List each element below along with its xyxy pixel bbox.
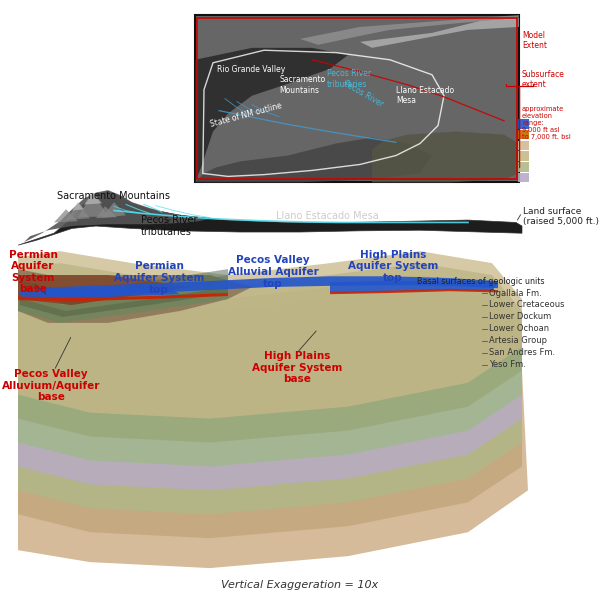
Text: Pecos Valley
Alluvial Aquifer
top: Pecos Valley Alluvial Aquifer top [227,255,319,289]
FancyBboxPatch shape [518,162,529,172]
Polygon shape [18,251,522,419]
Polygon shape [18,299,522,514]
Polygon shape [18,311,522,538]
Text: San Andres Fm.: San Andres Fm. [489,348,555,358]
Text: High Plains
Aquifer System
base: High Plains Aquifer System base [252,351,342,385]
FancyBboxPatch shape [195,15,519,182]
Text: Sacramento Mountains: Sacramento Mountains [57,191,170,201]
Text: Sacramento
Mountains: Sacramento Mountains [279,75,325,94]
Polygon shape [18,275,192,305]
Polygon shape [195,48,348,182]
Text: Pecos River
tributaries: Pecos River tributaries [327,69,371,89]
Text: Permian
Aquifer System
top: Permian Aquifer System top [114,261,204,295]
Polygon shape [54,209,78,222]
Polygon shape [18,191,522,245]
Polygon shape [18,287,228,323]
Polygon shape [360,18,519,48]
Text: Vertical Exaggeration = 10x: Vertical Exaggeration = 10x [221,580,379,590]
Text: Ogallala Fm.: Ogallala Fm. [489,288,542,298]
Polygon shape [84,193,102,205]
Polygon shape [96,206,117,218]
Text: Rio Grande Valley: Rio Grande Valley [217,65,285,75]
Polygon shape [18,293,228,301]
FancyBboxPatch shape [518,119,529,129]
Polygon shape [66,203,90,220]
Text: Pecos Valley
Alluvium/Aquifer
base: Pecos Valley Alluvium/Aquifer base [2,369,100,402]
FancyBboxPatch shape [518,173,529,182]
Text: Llano Estacado
Mesa: Llano Estacado Mesa [396,86,454,105]
Text: Pecos River: Pecos River [342,79,385,109]
Text: Permian
Aquifer
System
base: Permian Aquifer System base [8,250,58,294]
Polygon shape [20,281,228,317]
FancyBboxPatch shape [518,130,529,139]
Polygon shape [195,138,432,182]
Text: Lower Dockum: Lower Dockum [489,312,551,322]
Polygon shape [300,15,519,45]
Polygon shape [18,275,522,466]
Polygon shape [18,323,528,568]
Polygon shape [36,276,498,296]
Polygon shape [18,263,522,443]
Text: State of NM outline: State of NM outline [209,101,283,129]
Text: Lower Cretaceous: Lower Cretaceous [489,300,565,310]
Polygon shape [18,287,180,299]
Polygon shape [78,193,108,217]
Text: Basal surfaces of geologic units: Basal surfaces of geologic units [417,276,545,286]
Text: Land surface
(raised 5,000 ft.): Land surface (raised 5,000 ft.) [523,207,599,226]
Text: Lower Ochoan: Lower Ochoan [489,324,549,334]
Polygon shape [18,287,522,490]
Polygon shape [102,202,126,218]
Text: Yeso Fm.: Yeso Fm. [489,360,526,370]
Polygon shape [23,269,228,305]
Polygon shape [330,281,498,293]
FancyBboxPatch shape [518,141,529,150]
Text: Artesia Group: Artesia Group [489,336,547,346]
Polygon shape [24,190,210,242]
Polygon shape [372,132,519,182]
Polygon shape [330,289,498,294]
Text: Model
Extent: Model Extent [522,31,547,50]
Text: approximate
elevation
range:
9,000 ft asl
to 7,000 ft. bsl: approximate elevation range: 9,000 ft as… [522,106,571,141]
Polygon shape [18,269,252,323]
Text: High Plains
Aquifer System
top: High Plains Aquifer System top [348,249,438,283]
Text: Subsurface
extent: Subsurface extent [522,70,565,89]
Polygon shape [22,275,228,311]
Text: Pecos River
tributaries: Pecos River tributaries [141,215,197,237]
FancyBboxPatch shape [518,151,529,161]
Text: Llano Estacado Mesa: Llano Estacado Mesa [275,212,379,221]
Polygon shape [72,202,84,210]
